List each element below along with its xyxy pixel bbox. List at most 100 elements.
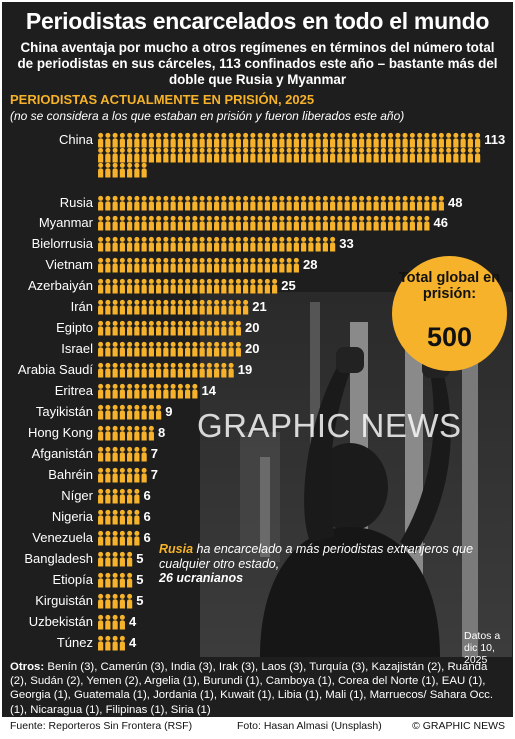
person-icon (228, 236, 234, 252)
person-icon (257, 132, 263, 148)
person-icon (221, 278, 227, 294)
person-icon (163, 132, 169, 148)
person-icon (402, 147, 408, 163)
person-icon (395, 195, 401, 211)
person-icon (214, 215, 220, 231)
person-icon (337, 132, 343, 148)
person-icon (206, 278, 212, 294)
person-icon (438, 195, 444, 211)
person-icon (148, 362, 154, 378)
person-icon (112, 509, 118, 525)
person-icon (301, 132, 307, 148)
person-icon (156, 132, 162, 148)
person-icon (156, 195, 162, 211)
person-icon (163, 383, 169, 399)
person-icon (163, 299, 169, 315)
person-icon (98, 404, 104, 420)
person-icon (112, 383, 118, 399)
person-icon (206, 362, 212, 378)
value-label: 19 (237, 362, 253, 377)
person-icon (250, 147, 256, 163)
person-icon (141, 162, 147, 178)
person-icon (279, 195, 285, 211)
others-label: Otros: (10, 661, 45, 673)
person-icon (380, 132, 386, 148)
person-icon (177, 383, 183, 399)
person-icon (257, 236, 263, 252)
person-icon (170, 147, 176, 163)
person-icon (156, 383, 162, 399)
person-icon (127, 383, 133, 399)
person-icon (272, 278, 278, 294)
person-icon (402, 195, 408, 211)
person-icon (185, 215, 191, 231)
person-icon (322, 236, 328, 252)
icon-row (98, 320, 241, 336)
value-label: 4 (129, 614, 137, 629)
person-icon (322, 132, 328, 148)
person-icon (156, 320, 162, 336)
person-icon (98, 278, 104, 294)
country-label: Bahréin (48, 467, 93, 482)
person-icon (105, 236, 111, 252)
person-icon (112, 614, 118, 630)
person-icon (460, 147, 466, 163)
person-icon (134, 257, 140, 273)
person-icon (105, 572, 111, 588)
person-icon (228, 257, 234, 273)
person-icon (330, 236, 336, 252)
person-icon (127, 195, 133, 211)
person-icon (112, 147, 118, 163)
person-icon (359, 195, 365, 211)
person-icon (192, 195, 198, 211)
value-label: 33 (339, 236, 354, 251)
person-icon (286, 147, 292, 163)
person-icon (301, 215, 307, 231)
person-icon (293, 132, 299, 148)
person-icon (272, 257, 278, 273)
person-icon (163, 147, 169, 163)
person-icon (206, 132, 212, 148)
person-icon (322, 215, 328, 231)
person-icon (272, 132, 278, 148)
person-icon (119, 236, 125, 252)
country-label: Etiopía (52, 572, 93, 587)
person-icon (221, 195, 227, 211)
person-icon (119, 551, 125, 567)
icon-row (98, 132, 481, 148)
person-icon (185, 362, 191, 378)
person-icon (272, 195, 278, 211)
person-icon (228, 195, 234, 211)
person-icon (105, 425, 111, 441)
person-icon (127, 362, 133, 378)
person-icon (177, 195, 183, 211)
person-icon (388, 215, 394, 231)
person-icon (112, 215, 118, 231)
person-icon (119, 425, 125, 441)
person-icon (228, 341, 234, 357)
person-icon (243, 278, 249, 294)
person-icon (417, 195, 423, 211)
person-icon (127, 488, 133, 504)
person-icon (177, 320, 183, 336)
person-icon (105, 215, 111, 231)
value-label: 6 (143, 530, 151, 545)
person-icon (301, 236, 307, 252)
icon-row (98, 509, 140, 525)
person-icon (112, 404, 118, 420)
country-label: Bangladesh (24, 551, 93, 566)
person-icon (156, 257, 162, 273)
person-icon (337, 215, 343, 231)
person-icon (119, 162, 125, 178)
person-icon (119, 132, 125, 148)
value-label: 4 (129, 635, 137, 650)
value-label: 9 (165, 404, 173, 419)
person-icon (243, 147, 249, 163)
person-icon (134, 341, 140, 357)
person-icon (409, 195, 415, 211)
person-icon (243, 236, 249, 252)
person-icon (235, 299, 241, 315)
person-icon (127, 320, 133, 336)
person-icon (134, 446, 140, 462)
